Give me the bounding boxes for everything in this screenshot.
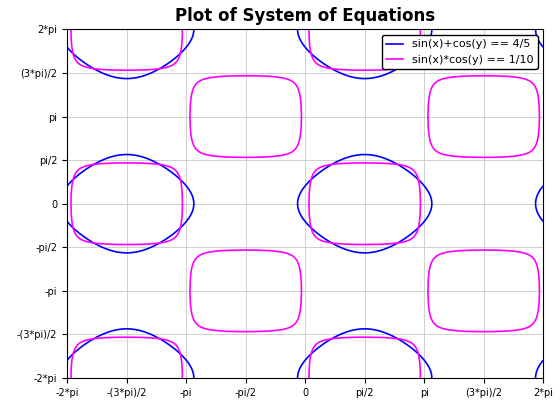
Legend: sin(x)+cos(y) == 4/5, sin(x)*cos(y) == 1/10: sin(x)+cos(y) == 4/5, sin(x)*cos(y) == 1… (382, 35, 538, 69)
Title: Plot of System of Equations: Plot of System of Equations (175, 7, 435, 25)
